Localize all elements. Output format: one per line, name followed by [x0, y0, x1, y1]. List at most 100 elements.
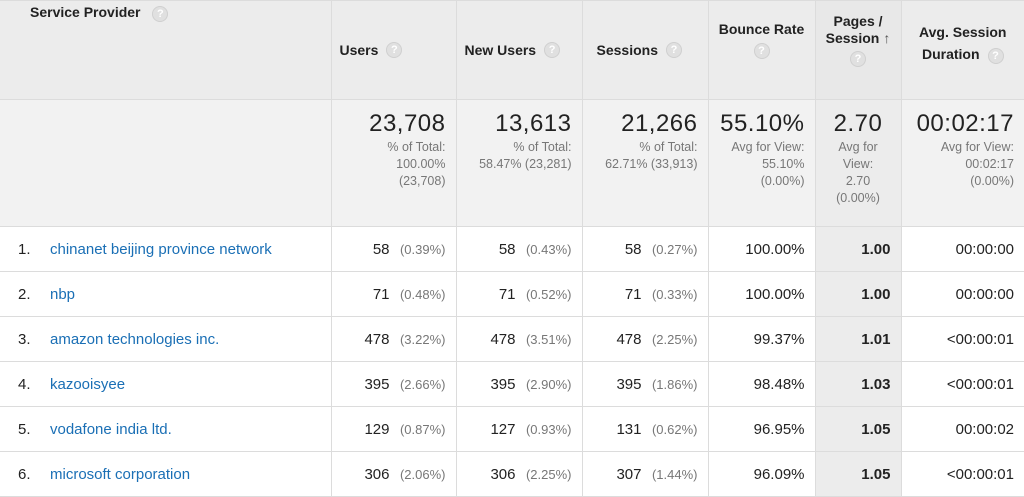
- help-icon[interactable]: ?: [850, 51, 866, 67]
- sessions-value: 58: [624, 240, 642, 258]
- new-users-value: 306: [490, 465, 516, 483]
- users-percent: (0.87%): [399, 421, 446, 437]
- column-header-service-provider[interactable]: Service Provider ?: [0, 0, 332, 100]
- total-subtext: 00:02:17: [965, 157, 1014, 171]
- total-subtext: 62.71% (33,913): [605, 157, 698, 171]
- column-header-label: Service Provider: [30, 4, 141, 20]
- new-users-value: 71: [498, 285, 516, 303]
- column-header-label-line2: Session: [825, 30, 880, 46]
- sessions-percent: (0.62%): [651, 421, 698, 437]
- service-provider-cell: 1. chinanet beijing province network: [0, 226, 332, 272]
- help-icon[interactable]: ?: [152, 6, 169, 22]
- avg-session-duration-cell: <00:00:01: [900, 451, 1024, 497]
- row-index: 2.: [18, 285, 31, 303]
- sessions-value: 478: [616, 330, 642, 348]
- pages-session-cell: 1.05: [814, 451, 902, 497]
- help-icon[interactable]: ?: [987, 48, 1004, 64]
- totals-row: 23,708 % of Total: 100.00% (23,708) 13,6…: [0, 99, 1024, 227]
- totals-avg-session-duration: 00:02:17 Avg for View: 00:02:17 (0.00%): [900, 99, 1024, 227]
- column-header-pages-session[interactable]: Pages / Session ↑ ?: [814, 0, 902, 100]
- sessions-value: 71: [624, 285, 642, 303]
- column-header-sessions[interactable]: Sessions ?: [581, 0, 709, 100]
- users-percent: (0.39%): [399, 241, 446, 257]
- users-value: 478: [364, 330, 390, 348]
- total-value: 55.10%: [720, 110, 805, 137]
- avg-session-duration-cell: <00:00:01: [900, 316, 1024, 362]
- column-header-label-line1: Pages /: [833, 13, 883, 29]
- sessions-value: 131: [616, 420, 642, 438]
- users-cell: 71 (0.48%): [330, 271, 457, 317]
- service-provider-link[interactable]: microsoft corporation: [50, 465, 191, 483]
- table-row: 6. microsoft corporation 306 (2.06%) 306 (2…: [0, 451, 1024, 497]
- total-value: 23,708: [369, 110, 446, 137]
- total-subtext: % of Total:: [639, 140, 698, 154]
- new-users-percent: (2.25%): [525, 466, 572, 482]
- help-icon[interactable]: ?: [544, 42, 561, 58]
- users-cell: 58 (0.39%): [330, 226, 457, 272]
- column-header-bounce-rate[interactable]: Bounce Rate ?: [707, 0, 816, 100]
- totals-sessions: 21,266 % of Total: 62.71% (33,913): [581, 99, 709, 227]
- users-percent: (0.48%): [399, 286, 446, 302]
- new-users-percent: (3.51%): [525, 331, 572, 347]
- column-header-avg-session-duration[interactable]: Avg. Session Duration?: [900, 0, 1024, 100]
- sessions-percent: (1.44%): [651, 466, 698, 482]
- bounce-rate-cell: 96.95%: [707, 406, 816, 452]
- total-subtext: 58.47% (23,281): [479, 157, 572, 171]
- column-header-label: Users: [339, 42, 379, 58]
- sessions-cell: 395 (1.86%): [581, 361, 709, 407]
- service-provider-link[interactable]: amazon technologies inc.: [50, 330, 220, 348]
- total-value: 00:02:17: [916, 110, 1014, 137]
- new-users-value: 127: [490, 420, 516, 438]
- avg-session-duration-cell: 00:00:00: [900, 271, 1024, 317]
- totals-users: 23,708 % of Total: 100.00% (23,708): [330, 99, 457, 227]
- bounce-rate-cell: 100.00%: [707, 226, 816, 272]
- column-header-users[interactable]: Users ?: [330, 0, 457, 100]
- header-row: Service Provider ? Users ? New Users ? S…: [0, 0, 1024, 100]
- new-users-cell: 306 (2.25%): [455, 451, 583, 497]
- pages-session-cell: 1.03: [814, 361, 902, 407]
- new-users-percent: (2.90%): [525, 376, 572, 392]
- total-subtext: 2.70: [845, 174, 871, 188]
- service-provider-cell: 4. kazooisyee: [0, 361, 332, 407]
- table-row: 3. amazon technologies inc. 478 (3.22%) 47…: [0, 316, 1024, 362]
- sessions-percent: (1.86%): [651, 376, 698, 392]
- sessions-cell: 58 (0.27%): [581, 226, 709, 272]
- sessions-percent: (2.25%): [651, 331, 698, 347]
- users-value: 71: [372, 285, 390, 303]
- service-provider-link[interactable]: nbp: [50, 285, 76, 303]
- users-value: 395: [364, 375, 390, 393]
- users-cell: 478 (3.22%): [330, 316, 457, 362]
- users-percent: (2.66%): [399, 376, 446, 392]
- pages-session-cell: 1.00: [814, 226, 902, 272]
- new-users-cell: 478 (3.51%): [455, 316, 583, 362]
- service-provider-link[interactable]: vodafone india ltd.: [50, 420, 172, 438]
- sessions-value: 307: [616, 465, 642, 483]
- total-subtext: (0.00%): [760, 174, 805, 188]
- total-subtext: View:: [842, 157, 874, 171]
- new-users-cell: 71 (0.52%): [455, 271, 583, 317]
- new-users-percent: (0.43%): [525, 241, 572, 257]
- help-icon[interactable]: ?: [386, 42, 403, 58]
- service-provider-link[interactable]: chinanet beijing province network: [50, 240, 272, 258]
- help-icon[interactable]: ?: [753, 43, 770, 59]
- sort-ascending-icon[interactable]: ↑: [883, 30, 891, 46]
- table-row: 2. nbp 71 (0.48%) 71 (0.52%) 71 (0.33%) 100.…: [0, 271, 1024, 317]
- row-index: 6.: [18, 465, 31, 483]
- column-header-new-users[interactable]: New Users ?: [455, 0, 583, 100]
- help-icon[interactable]: ?: [665, 42, 682, 58]
- total-subtext: 100.00%: [396, 157, 446, 171]
- pages-session-cell: 1.00: [814, 271, 902, 317]
- table-row: 1. chinanet beijing province network 58 (0…: [0, 226, 1024, 272]
- users-cell: 129 (0.87%): [330, 406, 457, 452]
- bounce-rate-cell: 99.37%: [707, 316, 816, 362]
- service-provider-link[interactable]: kazooisyee: [50, 375, 126, 393]
- avg-session-duration-cell: 00:00:00: [900, 226, 1024, 272]
- sessions-cell: 71 (0.33%): [581, 271, 709, 317]
- total-subtext: 55.10%: [762, 157, 805, 171]
- column-header-label: Sessions: [596, 42, 658, 58]
- totals-label-cell: [0, 99, 332, 227]
- sessions-value: 395: [616, 375, 642, 393]
- table-row: 4. kazooisyee 395 (2.66%) 395 (2.90%) 395 (1…: [0, 361, 1024, 407]
- sessions-percent: (0.27%): [651, 241, 698, 257]
